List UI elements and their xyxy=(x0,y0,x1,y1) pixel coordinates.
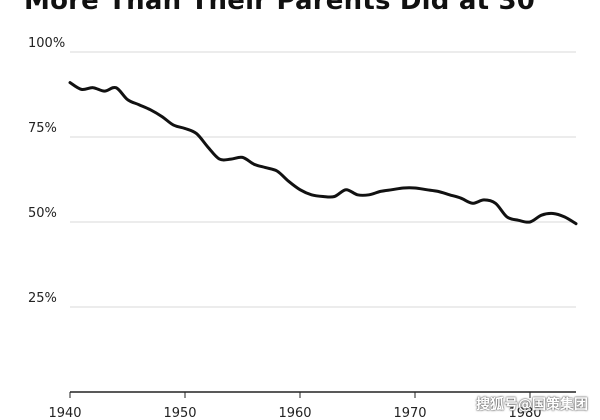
watermark: 搜狐号@国策集团 xyxy=(476,397,588,413)
y-tick-label: 50% xyxy=(28,206,57,221)
series-layer xyxy=(68,81,578,226)
x-axis-ticks: 1940 1950 1960 1970 1980 xyxy=(48,392,542,420)
x-tick-label: 1940 xyxy=(48,406,81,420)
series-line xyxy=(68,81,578,226)
y-tick-label: 100% xyxy=(28,36,65,51)
x-tick-label: 1960 xyxy=(278,406,311,420)
y-tick-label: 75% xyxy=(28,121,57,136)
y-tick-label: 25% xyxy=(28,291,57,306)
y-axis-ticks: 25% 50% 75% 100% xyxy=(28,36,65,306)
x-tick-label: 1980 xyxy=(508,406,541,420)
chart-title: More Than Their Parents Did at 30 xyxy=(24,0,536,16)
x-tick-label: 1970 xyxy=(393,406,426,420)
x-tick-label: 1950 xyxy=(163,406,196,420)
gridlines xyxy=(70,51,576,393)
